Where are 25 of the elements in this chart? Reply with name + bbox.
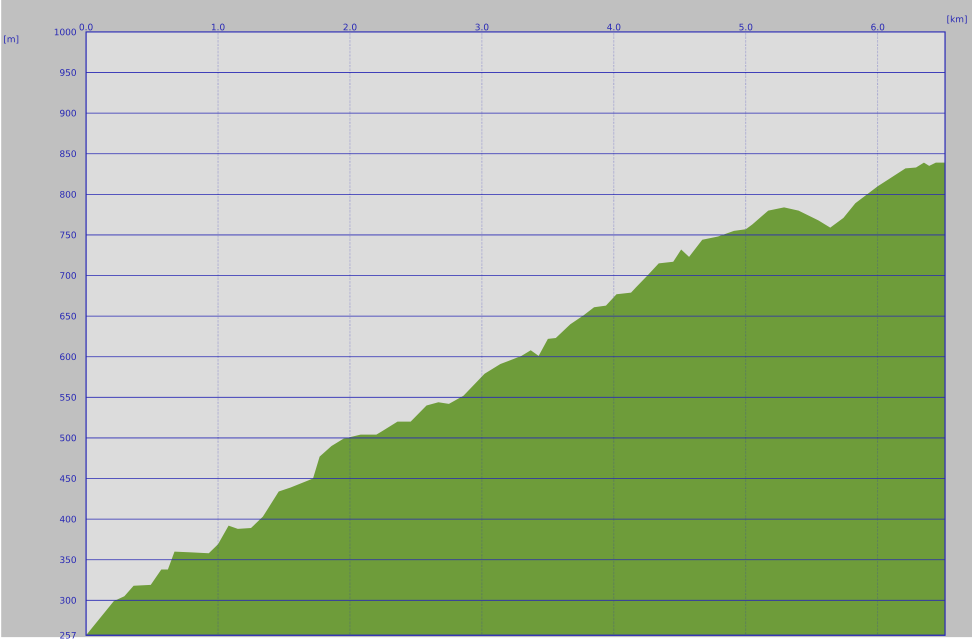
y-tick-label: 950 (60, 69, 76, 76)
y-tick-label: 600 (60, 353, 76, 360)
x-tick-label: 2.0 (344, 24, 356, 30)
y-tick-label: 450 (60, 475, 76, 482)
y-tick-label: 350 (60, 556, 76, 564)
y-tick-label: 400 (60, 516, 76, 523)
x-axis-title: [km] (947, 15, 967, 24)
y-tick-label: 700 (60, 272, 76, 279)
y-tick-label: 750 (60, 232, 76, 238)
y-tick-label: 550 (60, 394, 76, 401)
x-tick-label: 6.0 (871, 24, 884, 30)
y-tick-label: 900 (60, 110, 76, 117)
x-tick-label: 3.0 (475, 24, 488, 30)
y-tick-label: 1000 (54, 28, 76, 36)
x-tick-label: 5.0 (739, 24, 752, 30)
y-tick-label: 800 (60, 190, 76, 198)
y-tick-label: 650 (60, 312, 76, 320)
x-tick-label: 1.0 (212, 24, 225, 30)
y-axis-title: [m] (4, 36, 18, 44)
y-tick-label: 257 (60, 632, 76, 639)
x-tick-label: 0.0 (80, 24, 93, 30)
y-tick-label: 850 (60, 150, 76, 158)
y-tick-label: 500 (60, 434, 76, 442)
x-tick-label: 4.0 (607, 24, 620, 30)
y-tick-label: 300 (60, 596, 76, 604)
